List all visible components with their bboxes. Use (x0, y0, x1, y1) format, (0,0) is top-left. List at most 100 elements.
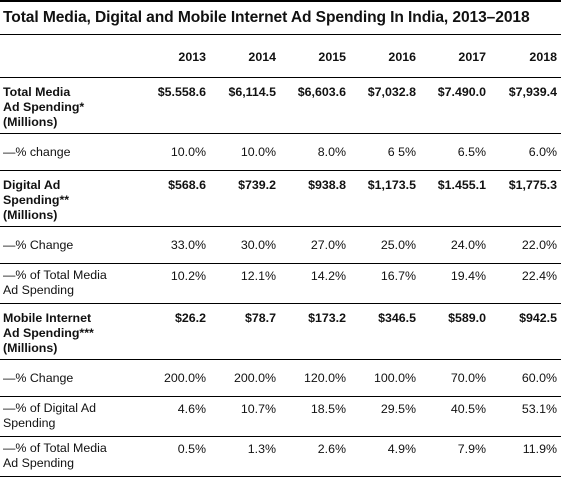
cell-2013: 10.2% (140, 263, 210, 304)
row-label: —% change (0, 133, 140, 171)
cell-2015: $6,603.6 (280, 77, 350, 134)
row-label-line: Ad Spending (3, 283, 74, 297)
cell-2018: 11.9% (490, 436, 561, 477)
cell-2016: 4.9% (350, 436, 420, 477)
cell-2018: $7,939.4 (490, 77, 561, 134)
row-label: —% Change (0, 359, 140, 397)
cell-2014: $78.7 (210, 303, 280, 360)
row-label: Digital Ad Spending** (Millions) (0, 170, 140, 227)
table-row: —% Change 33.0% 30.0% 27.0% 25.0% 24.0% 22.0% (0, 226, 561, 264)
cell-2013: 4.6% (140, 396, 210, 437)
header-year-2015: 2015 (280, 35, 350, 78)
cell-2015: $173.2 (280, 303, 350, 360)
table-row: Digital Ad Spending** (Millions) $568.6 $739… (0, 170, 561, 227)
header-corner (0, 35, 140, 78)
cell-2013: 33.0% (140, 226, 210, 264)
row-label-line: Ad Spending* (3, 100, 85, 114)
row-label-line: —% of Digital Ad (3, 401, 96, 415)
cell-2016: 100.0% (350, 359, 420, 397)
row-label-line: Spending** (3, 193, 70, 207)
row-label-line: Total Media (3, 85, 71, 99)
row-label-line: —% Change (3, 238, 74, 252)
row-label-line: —% of Total Media (3, 441, 107, 455)
cell-2016: $7,032.8 (350, 77, 420, 134)
top-rule (0, 0, 561, 2)
cell-2018: 6.0% (490, 133, 561, 171)
cell-2014: $6,114.5 (210, 77, 280, 134)
cell-2015: 27.0% (280, 226, 350, 264)
cell-2013: $26.2 (140, 303, 210, 360)
cell-2013: $568.6 (140, 170, 210, 227)
cell-2017: $589.0 (420, 303, 490, 360)
cell-2015: 2.6% (280, 436, 350, 477)
cell-2013: 200.0% (140, 359, 210, 397)
cell-2017: 19.4% (420, 263, 490, 304)
row-label-line: (Millions) (3, 115, 58, 129)
row-label-line: —% Change (3, 371, 74, 385)
row-label-line: Spending (3, 416, 56, 430)
cell-2014: 200.0% (210, 359, 280, 397)
cell-2014: 10.0% (210, 133, 280, 171)
row-label-line: Ad Spending*** (3, 326, 94, 340)
table-title: Total Media, Digital and Mobile Internet… (3, 9, 530, 26)
cell-2016: 16.7% (350, 263, 420, 304)
cell-2014: $739.2 (210, 170, 280, 227)
cell-2015: 18.5% (280, 396, 350, 437)
table-body: Total Media Ad Spending* (Millions) $5.558.… (0, 77, 561, 477)
table-row: —% of Total Media Ad Spending 10.2% 12.1% 14… (0, 263, 561, 304)
title-rule (0, 34, 561, 35)
cell-2016: 25.0% (350, 226, 420, 264)
header-year-2017: 2017 (420, 35, 490, 78)
cell-2013: 10.0% (140, 133, 210, 171)
cell-2016: $346.5 (350, 303, 420, 360)
table-row: —% change 10.0% 10.0% 8.0% 6 5% 6.5% 6.0% (0, 133, 561, 171)
header-year-2016: 2016 (350, 35, 420, 78)
cell-2018: $942.5 (490, 303, 561, 360)
row-label-line: —% change (3, 145, 71, 159)
table-row: —% of Total Media Ad Spending 0.5% 1.3% 2.6%… (0, 436, 561, 477)
row-label: Total Media Ad Spending* (Millions) (0, 77, 140, 134)
row-label-line: Ad Spending (3, 456, 74, 470)
cell-2018: 22.0% (490, 226, 561, 264)
header-year-2014: 2014 (210, 35, 280, 78)
cell-2013: $5.558.6 (140, 77, 210, 134)
cell-2015: 120.0% (280, 359, 350, 397)
row-label-line: (Millions) (3, 208, 58, 222)
cell-2017: 6.5% (420, 133, 490, 171)
cell-2014: 10.7% (210, 396, 280, 437)
row-label-line: —% of Total Media (3, 268, 107, 282)
row-label: —% of Total Media Ad Spending (0, 263, 140, 304)
cell-2016: 29.5% (350, 396, 420, 437)
cell-2017: 40.5% (420, 396, 490, 437)
cell-2017: $7.490.0 (420, 77, 490, 134)
cell-2015: 14.2% (280, 263, 350, 304)
cell-2018: 53.1% (490, 396, 561, 437)
row-label: —% Change (0, 226, 140, 264)
cell-2016: 6 5% (350, 133, 420, 171)
cell-2015: 8.0% (280, 133, 350, 171)
cell-2013: 0.5% (140, 436, 210, 477)
cell-2018: $1,775.3 (490, 170, 561, 227)
header-year-2013: 2013 (140, 35, 210, 78)
cell-2018: 22.4% (490, 263, 561, 304)
header-row: 2013 2014 2015 2016 2017 2018 (0, 35, 561, 78)
table-row: Total Media Ad Spending* (Millions) $5.558.… (0, 77, 561, 134)
cell-2018: 60.0% (490, 359, 561, 397)
row-label-line: Mobile Internet (3, 311, 92, 325)
row-label-line: (Millions) (3, 341, 58, 355)
cell-2014: 30.0% (210, 226, 280, 264)
table-row: —% of Digital Ad Spending 4.6% 10.7% 18.5% 29… (0, 396, 561, 437)
header-year-2018: 2018 (490, 35, 561, 78)
ad-spending-table: 2013 2014 2015 2016 2017 2018 Total Medi… (0, 35, 561, 477)
row-label: —% of Total Media Ad Spending (0, 436, 140, 477)
cell-2016: $1,173.5 (350, 170, 420, 227)
cell-2015: $938.8 (280, 170, 350, 227)
table-row: —% Change 200.0% 200.0% 120.0% 100.0% 70.0% 60… (0, 359, 561, 397)
row-label: —% of Digital Ad Spending (0, 396, 140, 437)
cell-2017: $1.455.1 (420, 170, 490, 227)
cell-2017: 70.0% (420, 359, 490, 397)
table-row: Mobile Internet Ad Spending*** (Millions) $… (0, 303, 561, 360)
cell-2017: 24.0% (420, 226, 490, 264)
row-label-line: Digital Ad (3, 178, 61, 192)
